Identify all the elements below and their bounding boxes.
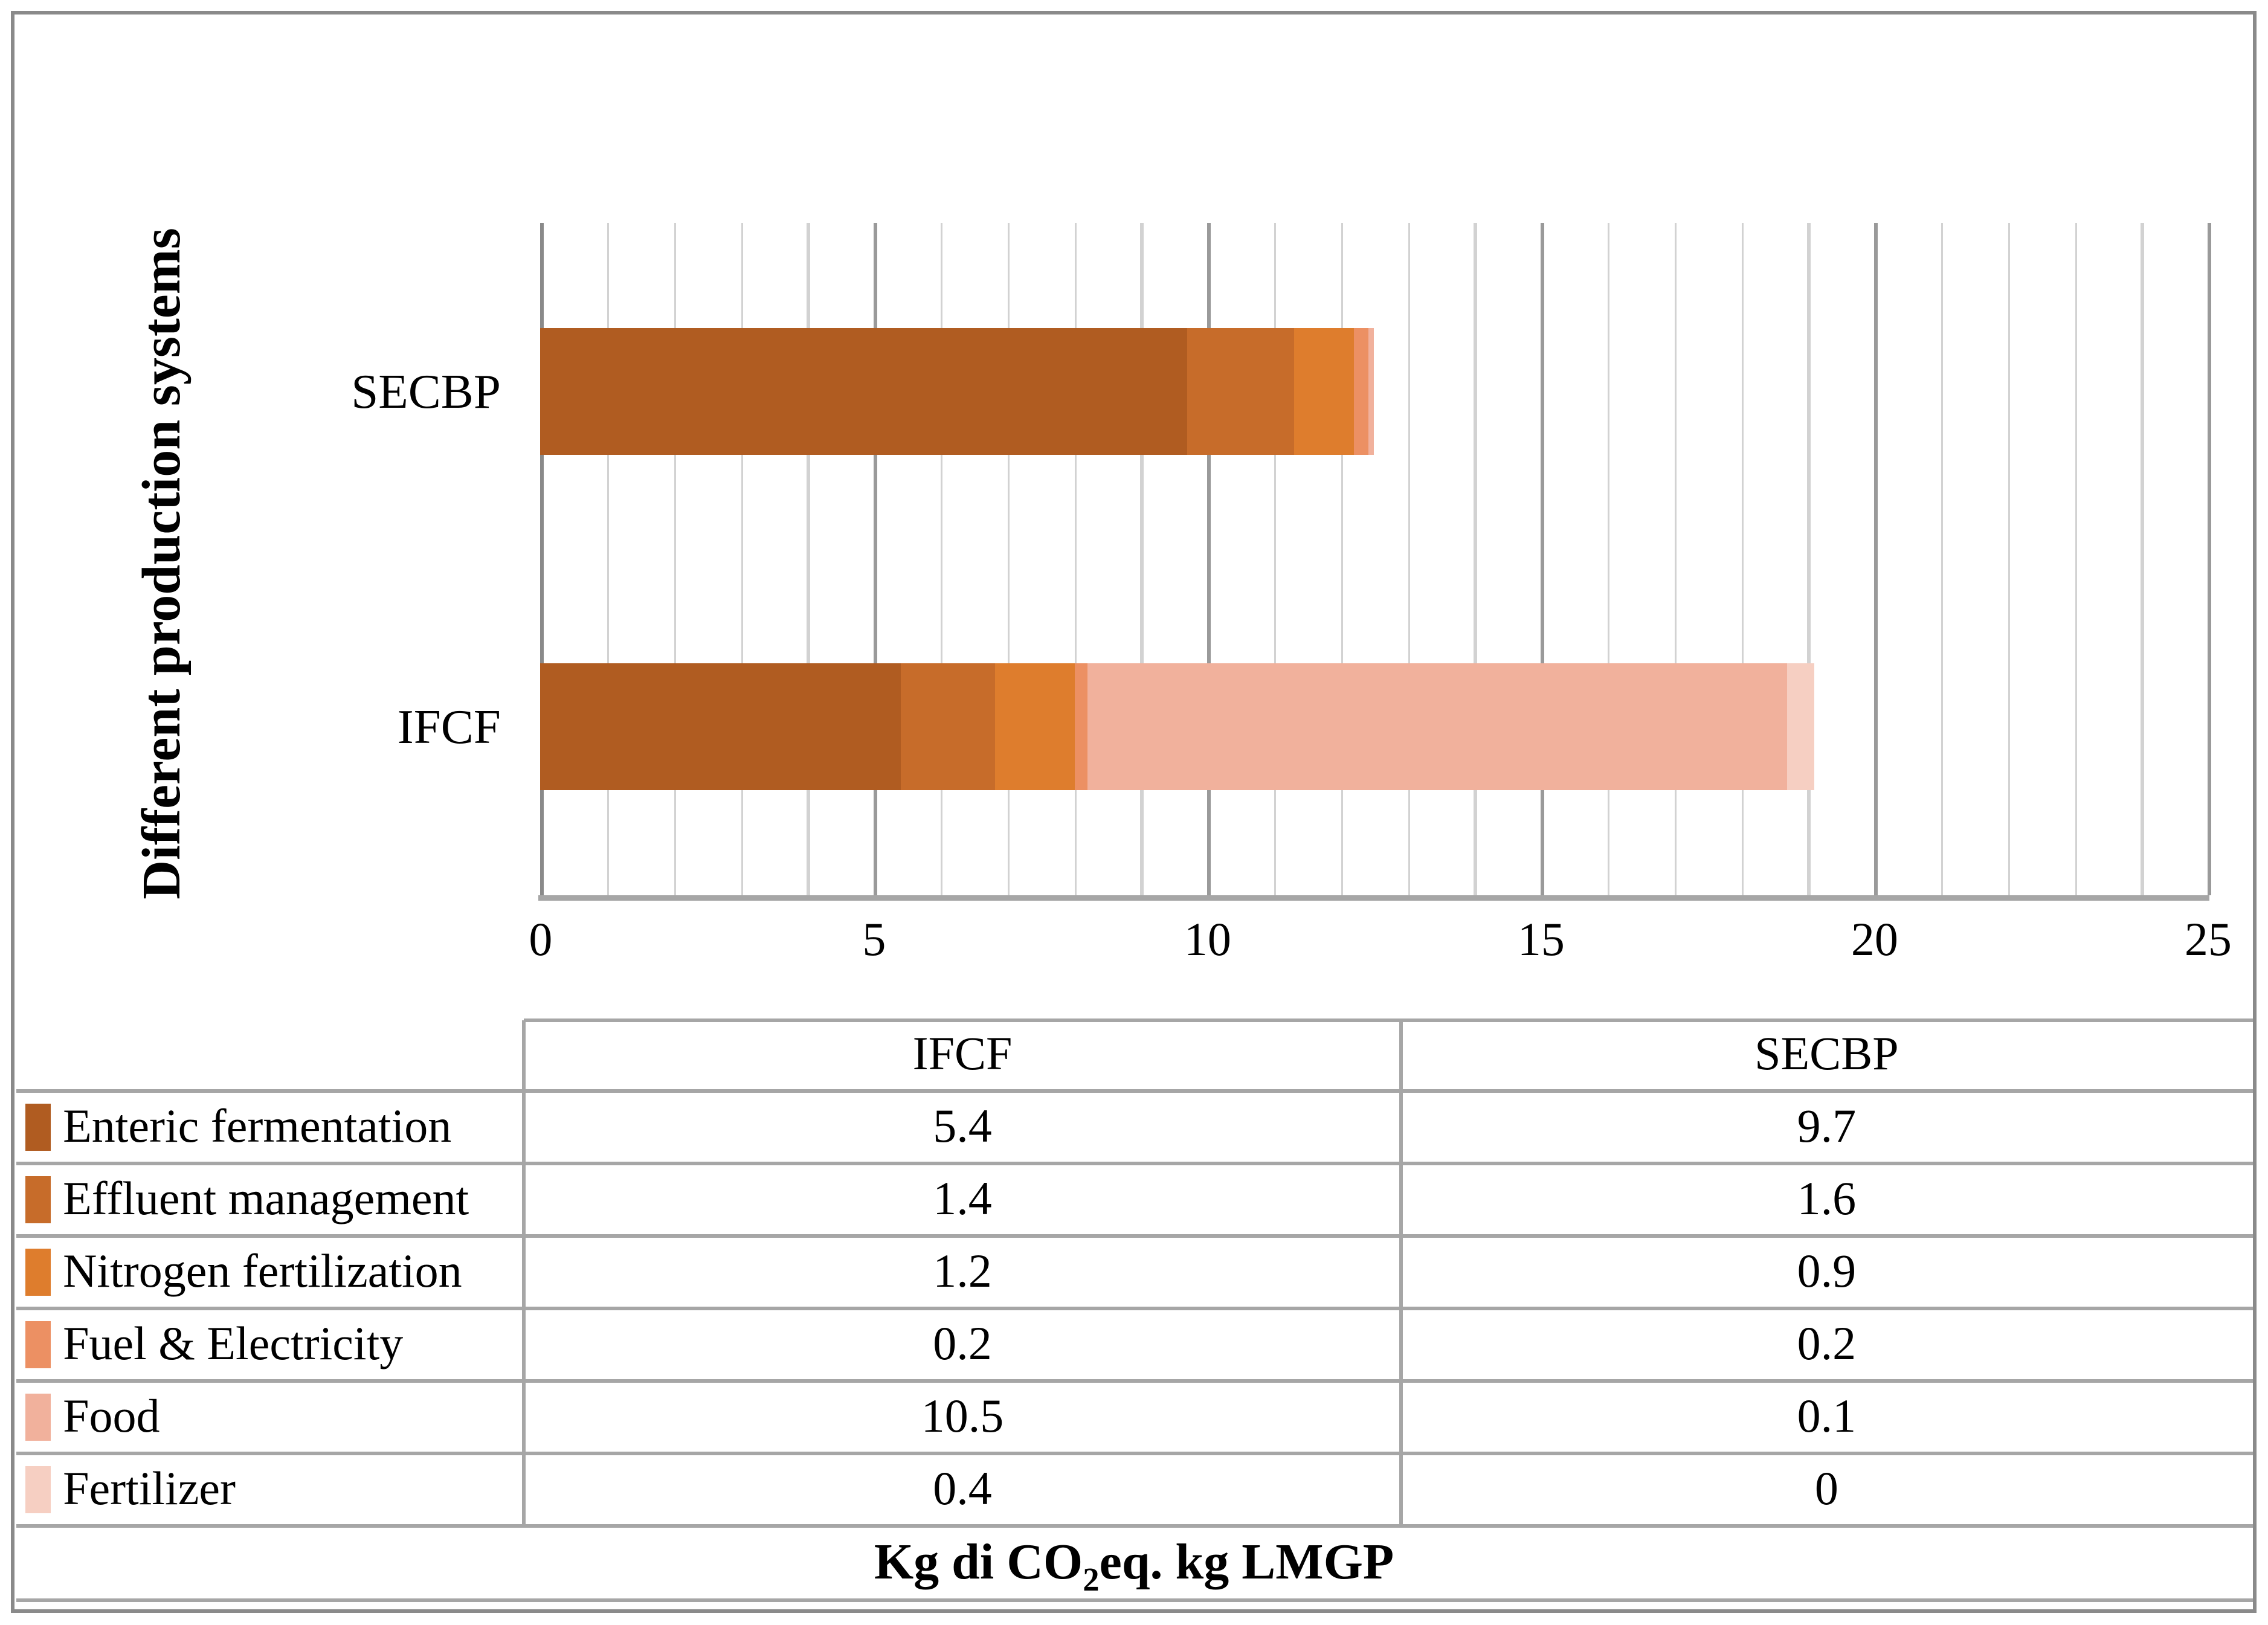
bar-ifcf [540, 663, 1815, 791]
caption-subscript: 2 [1083, 1561, 1100, 1598]
gridline [1541, 223, 1544, 895]
legend-row-food: Food [25, 1380, 159, 1453]
bar-segment-food [1087, 663, 1788, 791]
gridline [1408, 223, 1410, 895]
gridline [607, 223, 610, 895]
value-cell-secbp: 0.1 [1797, 1389, 1857, 1443]
gridline [2208, 223, 2211, 895]
gridline [1474, 223, 1477, 895]
gridline [1608, 223, 1610, 895]
legend-swatch [25, 1321, 51, 1368]
bar-segment-nitrogen-fertilization [1294, 327, 1355, 455]
legend-label: Effluent management [63, 1172, 469, 1225]
bar-segment-fertilizer [1788, 663, 1815, 791]
legend-row-fertilizer: Fertilizer [25, 1453, 236, 1525]
value-cell-secbp: 0.2 [1797, 1317, 1857, 1370]
legend-row-fuel-electricity: Fuel & Electricity [25, 1308, 403, 1380]
table-border [522, 1020, 526, 1526]
table-border [16, 1088, 2252, 1093]
value-cell-ifcf: 1.2 [933, 1244, 992, 1298]
x-tick-label-text: 15 [1517, 913, 1565, 966]
bar-secbp [540, 327, 1374, 455]
y-axis-title: Different production systems [132, 228, 192, 899]
legend-swatch [25, 1103, 51, 1151]
caption-suffix: eq. kg LMGP [1099, 1535, 1394, 1591]
legend-label: Fuel & Electricity [63, 1317, 404, 1370]
gridline [2141, 223, 2144, 895]
legend-swatch [25, 1248, 51, 1296]
gridline [1074, 223, 1077, 895]
legend-swatch [25, 1176, 51, 1223]
x-tick-label-text: 5 [862, 913, 886, 966]
table-border [16, 1598, 2252, 1603]
table-border [524, 1018, 2252, 1023]
legend-swatch [25, 1393, 51, 1441]
gridline [1874, 223, 1878, 895]
table-border [16, 1523, 2252, 1528]
gridline [1674, 223, 1677, 895]
value-cell-ifcf: 0.2 [933, 1317, 992, 1370]
legend-swatch [25, 1466, 51, 1513]
bar-segment-enteric-fermentation [540, 663, 901, 791]
table-border [16, 1450, 2252, 1455]
gridline [1941, 223, 1944, 895]
gridline [674, 223, 677, 895]
value-cell-secbp: 1.6 [1797, 1172, 1857, 1225]
x-tick-label-text: 10 [1184, 913, 1231, 966]
bar-segment-enteric-fermentation [540, 327, 1188, 455]
caption-prefix: Kg di CO [874, 1535, 1083, 1591]
gridline [1741, 223, 1744, 895]
table-border [16, 1378, 2252, 1383]
value-cell-ifcf: 0.4 [933, 1462, 992, 1515]
gridline [1808, 223, 1811, 895]
category-label-ifcf: IFCF [397, 700, 501, 755]
table-border [1399, 1020, 1403, 1526]
bar-segment-fuel-electricity [1354, 327, 1368, 455]
plot-area [540, 223, 2211, 895]
value-cell-ifcf: 10.5 [921, 1389, 1004, 1443]
gridline [807, 223, 810, 895]
gridline [874, 223, 877, 895]
chart-caption: Kg di CO2eq. kg LMGP [16, 1533, 2252, 1611]
value-cell-secbp: 9.7 [1797, 1099, 1857, 1153]
gridline [2075, 223, 2077, 895]
bar-segment-food [1367, 327, 1374, 455]
bar-segment-effluent-management [1187, 327, 1295, 455]
x-tick-label-text: 0 [529, 913, 553, 966]
gridline [741, 223, 743, 895]
value-cell-secbp: 0 [1814, 1462, 1838, 1515]
bar-segment-effluent-management [901, 663, 994, 791]
gridline [1341, 223, 1344, 895]
value-cell-secbp: 0.9 [1797, 1244, 1857, 1298]
table-border [16, 1305, 2252, 1310]
legend-label: Nitrogen fertilization [63, 1244, 462, 1298]
legend-row-enteric-fermentation: Enteric fermentation [25, 1090, 451, 1163]
table-border [16, 1233, 2252, 1238]
value-cell-ifcf: 1.4 [933, 1172, 992, 1225]
gridline [1207, 223, 1211, 895]
x-tick-label-text: 25 [2184, 913, 2232, 966]
table-border [16, 1160, 2252, 1165]
value-cell-ifcf: 5.4 [933, 1099, 992, 1153]
table-header-cell-ifcf: IFCF [912, 1028, 1013, 1081]
outer-frame [11, 11, 2257, 1614]
legend-label: Food [63, 1389, 160, 1443]
legend-label: Fertilizer [63, 1462, 236, 1515]
legend-row-nitrogen-fertilization: Nitrogen fertilization [25, 1235, 462, 1308]
gridline [1007, 223, 1010, 895]
bar-segment-fuel-electricity [1074, 663, 1088, 791]
legend-row-effluent-management: Effluent management [25, 1163, 469, 1235]
table-header-cell-secbp: SECBP [1754, 1028, 1899, 1081]
gridline [1274, 223, 1277, 895]
gridline [941, 223, 943, 895]
x-axis-line [537, 895, 2210, 900]
legend-label: Enteric fermentation [63, 1099, 452, 1153]
gridline [1141, 223, 1144, 895]
y-axis-line [540, 223, 544, 895]
bar-segment-nitrogen-fertilization [994, 663, 1075, 791]
gridline [2008, 223, 2011, 895]
x-tick-label-text: 20 [1851, 913, 1898, 966]
category-label-secbp: SECBP [351, 364, 501, 419]
